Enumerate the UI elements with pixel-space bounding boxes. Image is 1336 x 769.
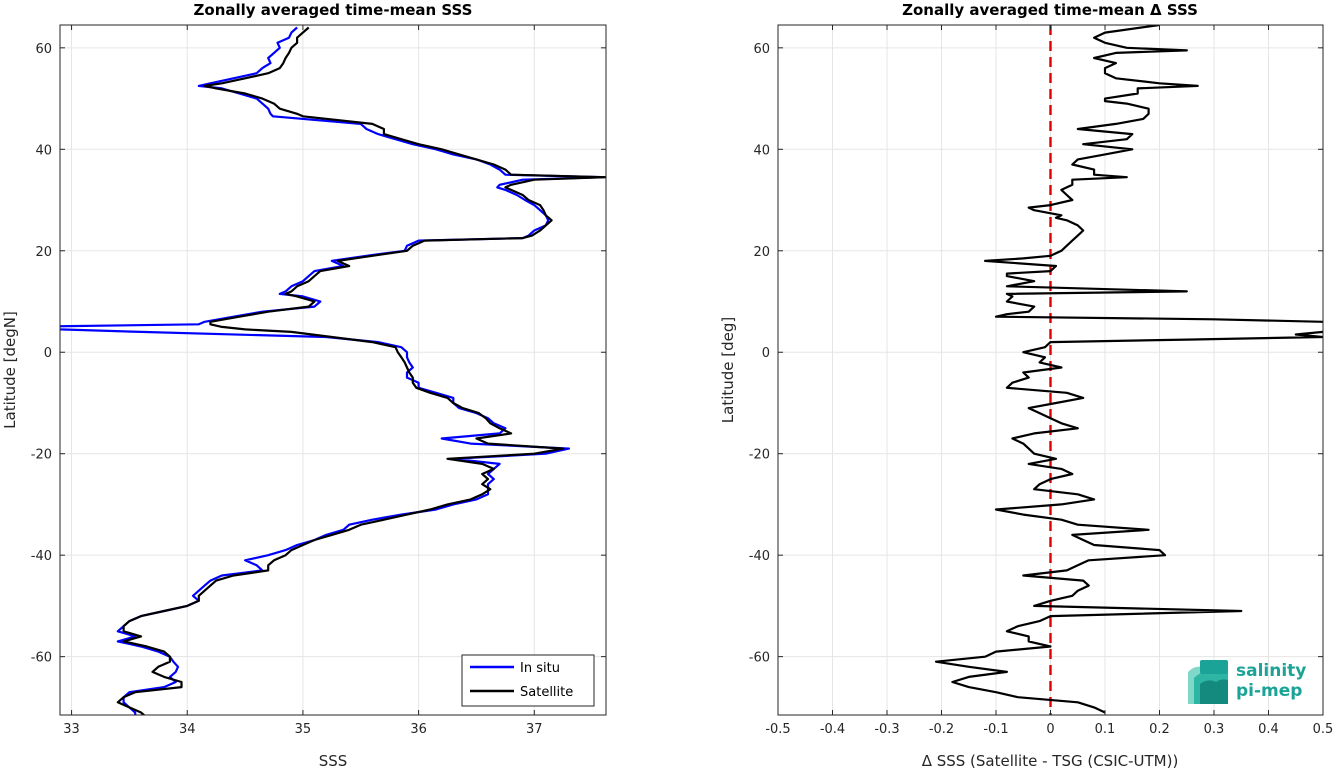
logo-line2: pi-mep [1236, 681, 1302, 701]
delta-ytick-label: 0 [762, 346, 770, 361]
sss-plot-area [60, 25, 606, 715]
sss-xlabel: SSS [319, 752, 348, 769]
delta-xtick-label: 0.5 [1313, 722, 1334, 737]
delta-xtick-label: 0.1 [1095, 722, 1116, 737]
delta-xtick-label: 0.4 [1258, 722, 1279, 737]
sss-ytick-label: 0 [44, 346, 52, 361]
delta-ytick-label: 40 [753, 143, 770, 158]
delta-sss-panel: -0.5 -0.4 -0.3 -0.2 -0.1 0 0.1 0.2 0.3 0.4 0.5 60 40… [719, 1, 1334, 769]
sss-title: Zonally averaged time-mean SSS [194, 1, 473, 19]
delta-xtick-label: -0.5 [765, 722, 790, 737]
sss-axes-box [59, 24, 607, 716]
sss-xtick-label: 36 [410, 722, 427, 737]
delta-xtick-label: -0.2 [929, 722, 954, 737]
delta-ytick-label: -60 [749, 651, 770, 666]
delta-xtick-label: 0.3 [1204, 722, 1225, 737]
delta-xtick-label: -0.3 [874, 722, 899, 737]
sss-grid [60, 25, 606, 715]
logo-line1: salinity [1236, 661, 1306, 681]
delta-ytick-label: -40 [749, 549, 770, 564]
delta-xtick-label: -0.1 [983, 722, 1008, 737]
legend-box [461, 654, 595, 707]
delta-series-line [934, 25, 1323, 714]
sss-xtick-label: 34 [179, 722, 196, 737]
delta-ytick-label: 20 [753, 245, 770, 260]
delta-xtick-label: 0 [1046, 722, 1054, 737]
in-situ-series-line [60, 26, 605, 715]
sss-xtick-label: 35 [295, 722, 312, 737]
sss-ytick-label: 40 [35, 143, 52, 158]
legend-label-in-situ: In situ [520, 661, 560, 676]
sss-ytick-label: 60 [35, 42, 52, 57]
delta-series-group [934, 25, 1323, 715]
delta-ytick-label: 60 [753, 42, 770, 57]
delta-xtick-label: -0.4 [820, 722, 845, 737]
sss-ticks: 33 34 35 36 37 60 40 20 0 -20 -40 -60 [31, 25, 606, 737]
salinity-pi-mep-logo: salinity pi-mep [1188, 660, 1306, 704]
legend-label-satellite: Satellite [520, 685, 573, 700]
delta-title: Zonally averaged time-mean Δ SSS [902, 1, 1198, 19]
sss-ytick-label: -20 [31, 448, 52, 463]
sss-series-group [60, 26, 606, 715]
delta-ytick-label: -20 [749, 448, 770, 463]
sss-xtick-label: 33 [63, 722, 80, 737]
delta-xtick-label: 0.2 [1149, 722, 1170, 737]
delta-ticks: -0.5 -0.4 -0.3 -0.2 -0.1 0 0.1 0.2 0.3 0.4 0.5 60 40… [749, 25, 1334, 737]
sss-panel: 33 34 35 36 37 60 40 20 0 -20 -40 -60 Zonally avera… [1, 1, 607, 769]
sss-ylabel: Latitude [degN] [1, 311, 19, 429]
sss-xtick-label: 37 [526, 722, 543, 737]
satellite-series-line [116, 26, 606, 715]
sss-ytick-label: 20 [35, 245, 52, 260]
sss-ytick-label: -40 [31, 549, 52, 564]
sss-ytick-label: -60 [31, 651, 52, 666]
delta-xlabel: Δ SSS (Satellite - TSG (CSIC-UTM)) [922, 752, 1179, 769]
sss-legend: In situ Satellite [461, 654, 595, 707]
wave-logo-icon [1188, 660, 1228, 704]
delta-ylabel: Latitude [deg] [719, 317, 737, 423]
